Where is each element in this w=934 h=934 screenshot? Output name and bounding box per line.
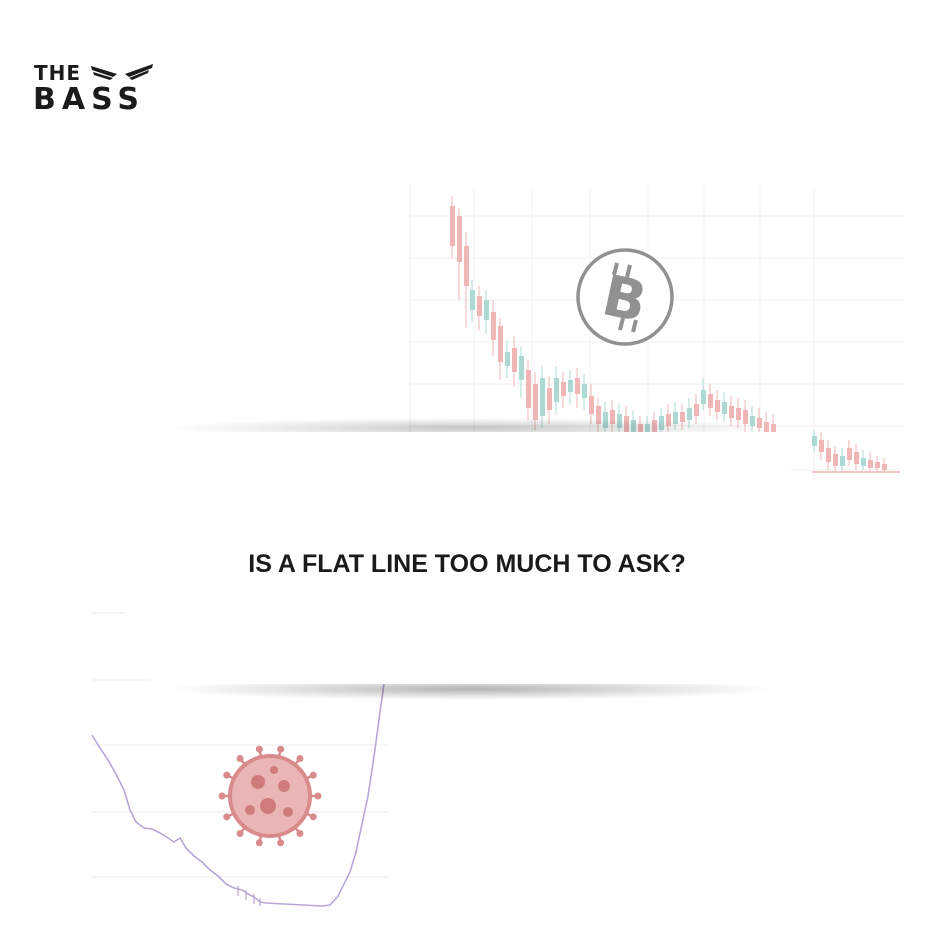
virus-spike-tip <box>314 792 322 800</box>
candle-body <box>694 404 699 416</box>
virus-spike-tip <box>277 839 285 847</box>
virus-spike-tip <box>309 813 317 821</box>
candle-body <box>708 394 713 408</box>
candle-body <box>833 454 838 466</box>
candle-body <box>505 352 510 366</box>
virus-spike-tip <box>236 830 244 838</box>
candle-body <box>450 206 455 246</box>
candle-body <box>819 440 824 452</box>
candle-body <box>638 424 643 434</box>
candle-body <box>498 326 503 362</box>
candle-body <box>526 370 531 408</box>
brand-logo: THE BASS <box>33 61 164 122</box>
candle-body <box>854 452 859 464</box>
candle-body <box>868 460 873 468</box>
candle-body <box>596 406 601 424</box>
virus-spike-tip <box>277 745 285 753</box>
candle-body <box>757 418 762 428</box>
candle-body <box>826 448 831 462</box>
headline-banner <box>150 432 790 684</box>
virus-spike-tip <box>296 754 304 762</box>
candle-body <box>547 388 552 410</box>
candle-body <box>512 348 517 372</box>
candle-body <box>743 410 748 424</box>
virus-spike-tip <box>223 813 231 821</box>
candle-body <box>470 290 475 310</box>
candle-body <box>589 396 594 414</box>
candle-body <box>701 390 706 404</box>
wings-icon <box>91 64 153 80</box>
coronavirus-icon <box>218 745 322 847</box>
candle-body <box>771 424 776 434</box>
candle-body <box>491 312 496 340</box>
candle-body <box>533 384 538 420</box>
covid-chart <box>91 612 388 907</box>
candle-body <box>652 420 657 432</box>
candle-body <box>617 414 622 428</box>
candle-body <box>861 458 866 466</box>
candle-body <box>875 462 880 468</box>
candle-body <box>687 408 692 420</box>
candle-body <box>764 422 769 432</box>
candle-body <box>457 216 462 262</box>
candle-body <box>645 424 650 434</box>
candle-body <box>519 356 524 380</box>
candle-body <box>631 420 636 434</box>
candle-body <box>729 406 734 418</box>
logo-text-the: THE <box>34 61 82 85</box>
bitcoin-icon: B <box>576 248 674 346</box>
candle-body <box>540 378 545 416</box>
candle-body <box>484 300 489 320</box>
candle-body <box>840 456 845 466</box>
logo-text-bass: BASS <box>33 82 145 117</box>
candle-body <box>582 384 587 398</box>
virus-spike-tip <box>255 745 263 753</box>
virus-spike-tip <box>218 792 226 800</box>
candle-body <box>610 410 615 424</box>
candle-body <box>568 380 573 392</box>
candle-body <box>659 416 664 430</box>
candle-body <box>736 408 741 420</box>
candle-body <box>603 412 608 428</box>
candle-body <box>812 436 817 446</box>
virus-spike-tip <box>309 771 317 779</box>
candle-body <box>750 416 755 426</box>
candle-body <box>554 378 559 402</box>
candle-body <box>624 416 629 432</box>
bitcoin-chart: B <box>409 183 905 480</box>
candle-body <box>673 412 678 424</box>
candle-body <box>561 382 566 396</box>
virus-spike-tip <box>236 754 244 762</box>
candle-body <box>464 246 469 286</box>
candle-body <box>666 414 671 426</box>
candle-body <box>882 464 887 470</box>
headline: IS A FLAT LINE TOO MUCH TO ASK? <box>248 550 686 578</box>
virus-spike-tip <box>255 839 263 847</box>
candle-body <box>477 296 482 316</box>
candle-body <box>680 412 685 422</box>
virus-spike-tip <box>223 771 231 779</box>
candle-body <box>722 402 727 414</box>
candle-body <box>847 448 852 460</box>
candle-body <box>575 378 580 394</box>
candle-body <box>715 400 720 412</box>
virus-spike-tip <box>296 830 304 838</box>
